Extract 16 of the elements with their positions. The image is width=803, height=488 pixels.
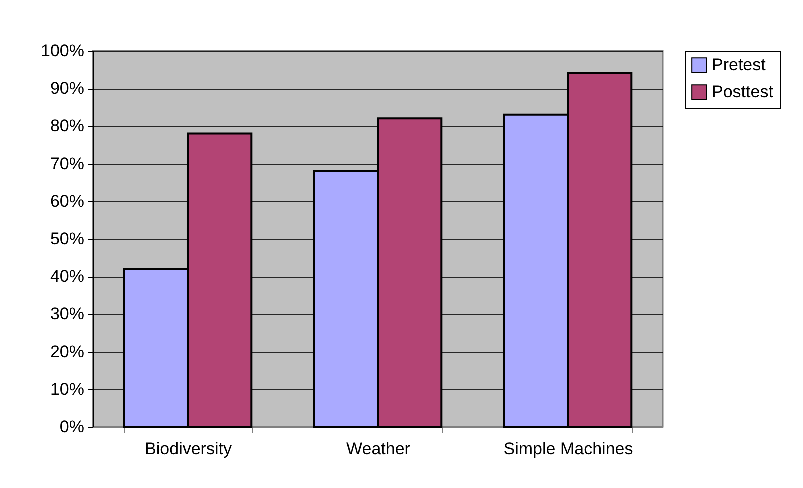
y-tick-label: 80% [50, 116, 84, 136]
y-tick-label: 30% [50, 304, 84, 324]
y-tick-label: 50% [50, 230, 84, 248]
y-tick-label: 90% [50, 79, 84, 98]
x-tick-label: Weather [346, 440, 411, 458]
y-tick-label: 100% [41, 42, 84, 60]
x-tick-label: Simple Machines [504, 440, 634, 458]
y-tick-label: 70% [50, 154, 84, 174]
y-tick-label: 0% [60, 418, 84, 436]
x-tick-label: Biodiversity [145, 440, 232, 458]
legend-label: Posttest [712, 82, 774, 102]
legend-label: Pretest [712, 56, 766, 74]
y-tick-label: 20% [50, 342, 84, 362]
y-tick-label: 10% [50, 380, 84, 399]
y-tick-label: 40% [50, 267, 84, 286]
y-tick-label: 60% [50, 192, 84, 211]
